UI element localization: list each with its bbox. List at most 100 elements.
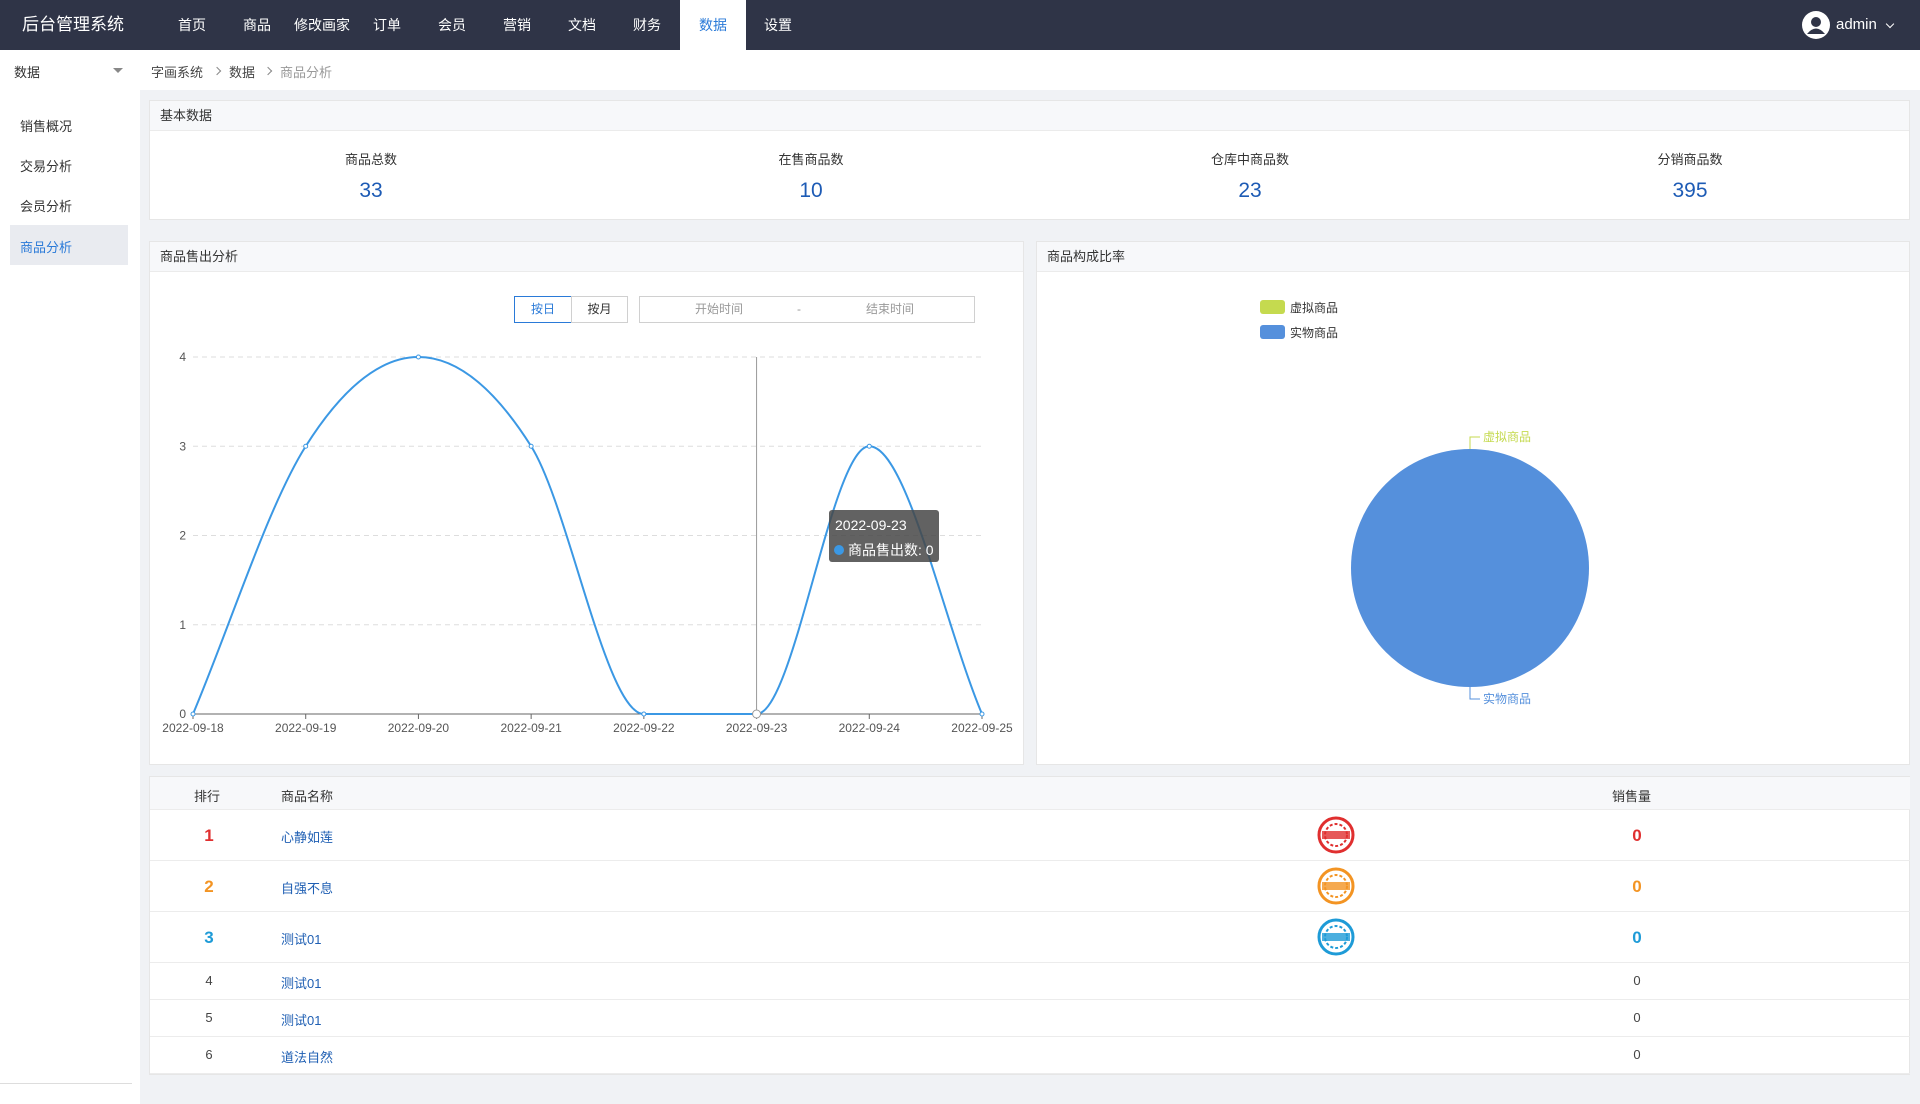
x-tick-label: 2022-09-23 bbox=[726, 721, 788, 735]
medal-band bbox=[1322, 933, 1350, 941]
table-row bbox=[150, 861, 1910, 912]
nav-item[interactable]: 商品 bbox=[243, 17, 271, 33]
nav-item[interactable]: 数据 bbox=[680, 0, 746, 50]
range-separator: - bbox=[797, 302, 801, 316]
nav-item[interactable]: 首页 bbox=[178, 17, 206, 33]
column-header: 商品名称 bbox=[281, 789, 334, 804]
card-title: 商品售出分析 bbox=[150, 242, 1023, 272]
table-row bbox=[150, 912, 1910, 963]
product-name[interactable]: 自强不息 bbox=[281, 880, 334, 896]
rank: 5 bbox=[205, 1009, 213, 1025]
x-tick-label: 2022-09-22 bbox=[613, 721, 675, 735]
divider bbox=[0, 1083, 132, 1084]
product-name[interactable]: 心静如莲 bbox=[281, 829, 334, 845]
point bbox=[528, 443, 534, 449]
sales: 0 bbox=[1632, 825, 1642, 845]
medal-band bbox=[1322, 831, 1350, 839]
legend-label: 实物商品 bbox=[1290, 325, 1338, 340]
table-row bbox=[150, 810, 1910, 861]
stat-label: 在售商品数 bbox=[778, 152, 844, 167]
nav-item[interactable]: 文档 bbox=[568, 17, 596, 33]
nav-item[interactable]: 修改画家 bbox=[294, 17, 350, 33]
y-tick-label: 4 bbox=[179, 350, 186, 364]
breadcrumb[interactable]: 数据 bbox=[229, 65, 256, 80]
nav-item[interactable]: 设置 bbox=[764, 17, 792, 33]
stat-value: 395 bbox=[1672, 179, 1708, 202]
sidebar-item[interactable]: 销售概况 bbox=[20, 119, 73, 134]
stat-value: 33 bbox=[359, 179, 383, 202]
month-button[interactable]: 按月 bbox=[571, 296, 628, 323]
sidebar-item[interactable]: 商品分析 bbox=[20, 240, 73, 255]
end-placeholder: 结束时间 bbox=[866, 302, 915, 316]
nav-item[interactable]: 订单 bbox=[373, 17, 401, 33]
sales: 0 bbox=[1633, 972, 1641, 988]
pie-card: 商品构成比率 虚拟商品 实物商品 虚拟商品 实物商品 bbox=[1036, 241, 1910, 765]
sidebar-item[interactable]: 会员分析 bbox=[20, 199, 73, 214]
pie-slice bbox=[1351, 449, 1589, 687]
top-bar: 后台管理系统 首页 商品 修改画家 订单 会员 营销 文档 财务 数据 设置 a… bbox=[0, 0, 1920, 50]
card-title: 商品构成比率 bbox=[1037, 242, 1909, 272]
point bbox=[190, 711, 196, 717]
rank: 1 bbox=[204, 825, 214, 845]
day-button[interactable]: 按日 bbox=[514, 296, 572, 323]
y-tick-label: 3 bbox=[179, 439, 186, 453]
app-title: 后台管理系统 bbox=[22, 15, 124, 34]
label-line bbox=[1469, 687, 1480, 700]
medal-ring bbox=[1317, 816, 1355, 854]
active-bg bbox=[10, 225, 128, 265]
sidebar-item[interactable]: 交易分析 bbox=[20, 159, 73, 174]
slice-label: 虚拟商品 bbox=[1483, 429, 1531, 444]
tooltip-dot bbox=[834, 545, 844, 555]
sidebar: 数据 销售概况 交易分析 会员分析 商品分析 bbox=[0, 50, 140, 1104]
nav-item[interactable]: 营销 bbox=[503, 17, 531, 33]
legend-swatch bbox=[1260, 300, 1285, 314]
table-row bbox=[150, 1037, 1910, 1074]
table-header bbox=[150, 777, 1910, 810]
product-name[interactable]: 道法自然 bbox=[281, 1049, 334, 1065]
rank: 4 bbox=[205, 972, 213, 988]
point bbox=[752, 709, 762, 719]
tooltip-text: 商品售出数: 0 bbox=[848, 542, 934, 558]
product-name[interactable]: 测试01 bbox=[281, 975, 322, 991]
stat-label: 分销商品数 bbox=[1657, 152, 1723, 167]
point bbox=[866, 443, 872, 449]
dropdown-icon bbox=[1885, 19, 1895, 29]
stat-label: 仓库中商品数 bbox=[1210, 152, 1289, 167]
x-tick-label: 2022-09-24 bbox=[839, 721, 901, 735]
sidebar-section[interactable]: 数据 bbox=[14, 65, 41, 80]
nav-item[interactable]: 财务 bbox=[633, 17, 661, 33]
breadcrumb[interactable]: 字画系统 bbox=[151, 65, 204, 80]
stats-card: 基本数据 商品总数 33 在售商品数 10 仓库中商品数 23 分销商品数 39… bbox=[149, 100, 1910, 220]
breadcrumb: 商品分析 bbox=[280, 65, 333, 80]
x-tick-label: 2022-09-20 bbox=[388, 721, 450, 735]
user-name[interactable]: admin bbox=[1836, 16, 1877, 33]
sales: 0 bbox=[1633, 1009, 1641, 1025]
x-tick-label: 2022-09-25 bbox=[951, 721, 1013, 735]
legend-swatch bbox=[1260, 325, 1285, 339]
tooltip-bg bbox=[829, 510, 939, 562]
y-tick-label: 2 bbox=[179, 529, 186, 543]
product-name[interactable]: 测试01 bbox=[281, 1012, 322, 1028]
sales: 0 bbox=[1633, 1046, 1641, 1062]
line-card: 商品售出分析 0 1 2 3 4 2022-09-18 2022-09-19 2022-09-… bbox=[149, 241, 1024, 765]
y-tick-label: 0 bbox=[179, 707, 186, 721]
point bbox=[303, 443, 309, 449]
product-name[interactable]: 测试01 bbox=[281, 931, 322, 947]
avatar-icon bbox=[1807, 17, 1825, 34]
date-range[interactable]: 开始时间 - 结束时间 bbox=[639, 296, 975, 323]
breadcrumb-bar bbox=[140, 50, 1920, 90]
sales: 0 bbox=[1632, 927, 1642, 947]
slice-label: 实物商品 bbox=[1483, 691, 1531, 706]
tooltip-title: 2022-09-23 bbox=[835, 517, 907, 533]
line-chart: 0 1 2 3 4 2022-09-18 2022-09-19 2022-09-20 2022-… bbox=[162, 350, 1013, 735]
medal-icon bbox=[1317, 867, 1355, 905]
stat-value: 10 bbox=[799, 179, 823, 202]
stat-label: 商品总数 bbox=[344, 152, 397, 167]
medal-band bbox=[1322, 882, 1350, 890]
label-line bbox=[1469, 436, 1480, 449]
rank: 6 bbox=[205, 1046, 213, 1062]
avatar[interactable] bbox=[1802, 11, 1830, 39]
rank: 2 bbox=[204, 876, 214, 896]
nav-item[interactable]: 会员 bbox=[438, 17, 466, 33]
